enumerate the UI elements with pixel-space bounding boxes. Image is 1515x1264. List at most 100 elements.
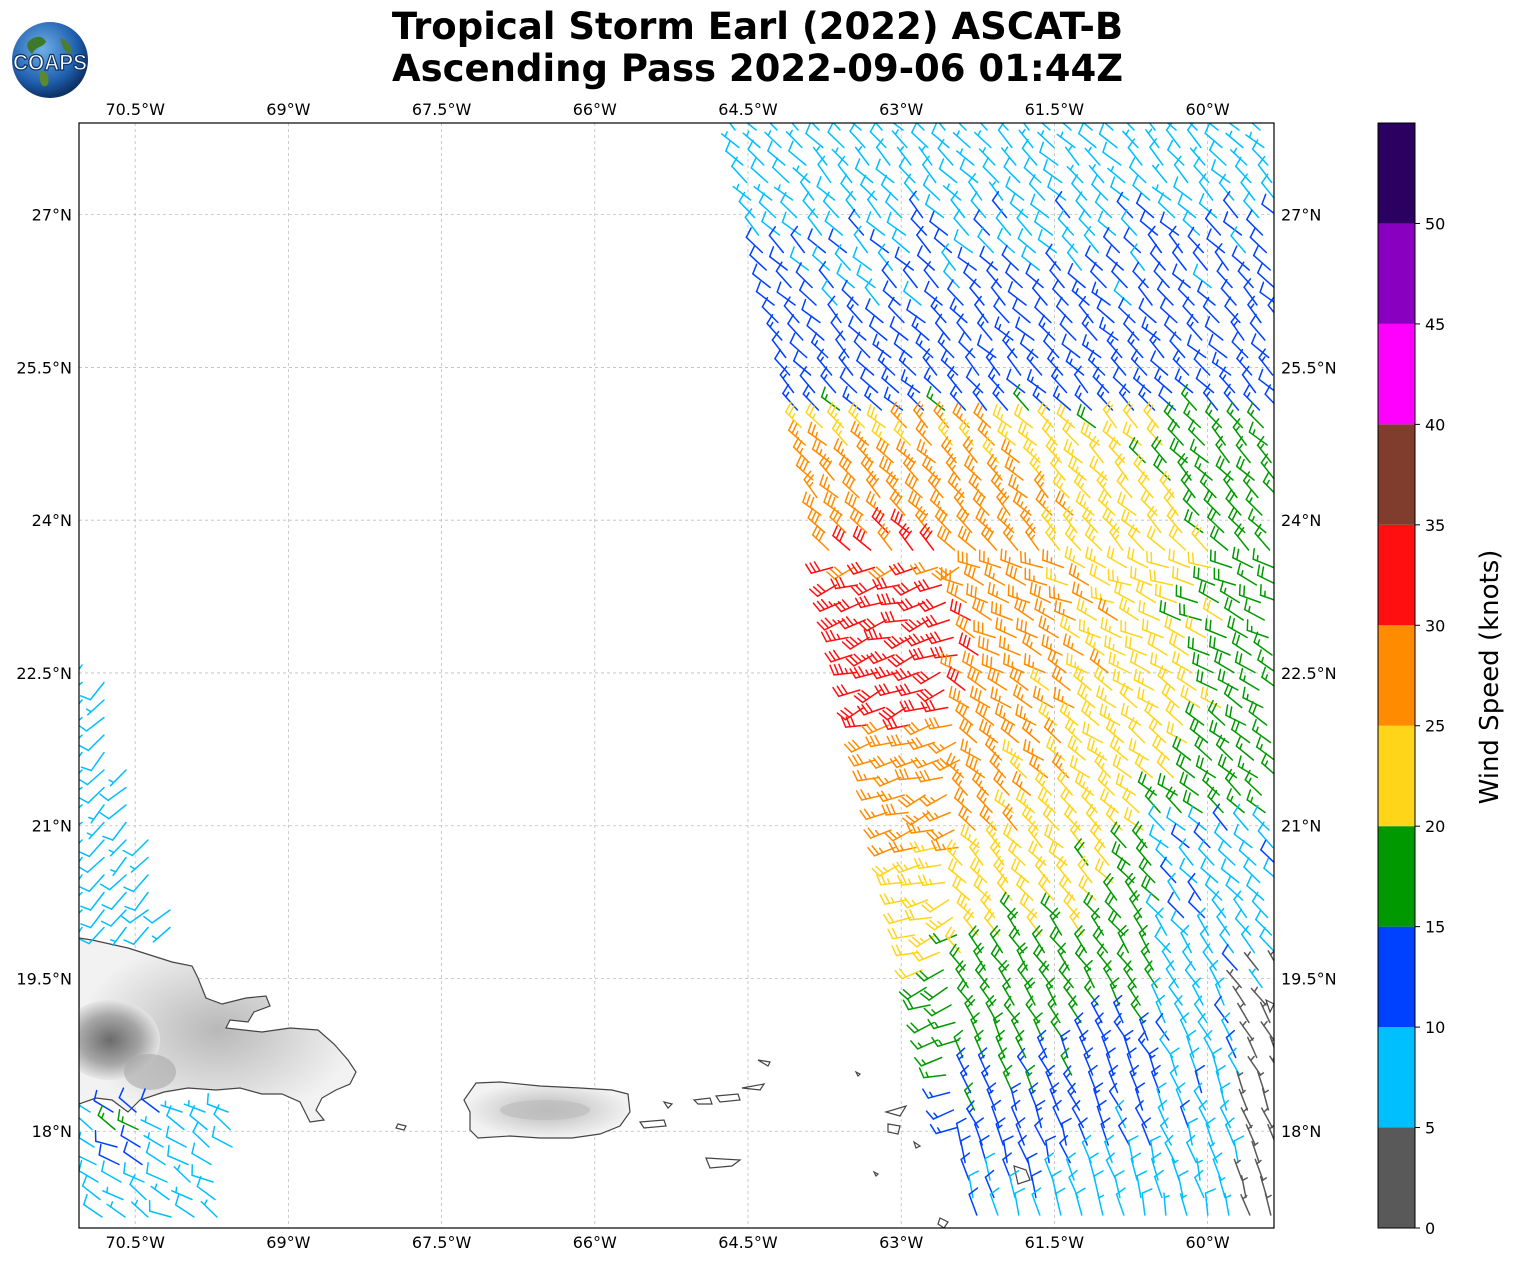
wind-barb <box>959 1135 971 1164</box>
wind-barb <box>968 1170 979 1199</box>
wind-barb <box>1007 584 1031 604</box>
wind-barb <box>972 489 990 516</box>
wind-barb <box>1083 891 1101 919</box>
colorbar-tick-label: 25 <box>1425 717 1445 736</box>
wind-barb <box>1038 960 1053 989</box>
wind-barb <box>1061 226 1079 254</box>
wind-barb <box>1108 651 1130 674</box>
wind-barb <box>832 525 851 551</box>
wind-barb <box>1083 1047 1094 1076</box>
wind-barb <box>1214 822 1232 849</box>
wind-barb <box>1149 569 1174 586</box>
wind-barb <box>101 1160 122 1183</box>
wind-barb <box>1122 400 1139 429</box>
wind-barb <box>1038 1047 1052 1076</box>
wind-barb <box>1057 209 1075 236</box>
wind-barb <box>1193 822 1211 849</box>
wind-barb <box>1046 736 1066 761</box>
wind-barb <box>982 156 1000 184</box>
landmasses <box>79 937 1274 1228</box>
wind-barb <box>1203 489 1221 516</box>
wind-barb <box>990 601 1013 621</box>
wind-barb <box>1074 943 1091 971</box>
wind-barb <box>830 313 846 341</box>
wind-barb <box>1035 769 1052 796</box>
wind-barb <box>1038 701 1058 726</box>
wind-barb <box>1159 600 1181 621</box>
wind-barb <box>1025 995 1040 1024</box>
wind-barb <box>865 490 885 516</box>
wind-barb <box>1151 184 1172 201</box>
wind-barb <box>1247 1055 1262 1076</box>
wind-barb <box>1101 1029 1112 1059</box>
wind-barb <box>108 839 127 857</box>
wind-barb <box>1144 960 1158 989</box>
wind-barb <box>918 145 933 166</box>
colorbar-bin <box>1378 223 1415 324</box>
wind-barb <box>1257 649 1274 673</box>
wind-barb <box>956 1047 968 1076</box>
wind-barb <box>1165 699 1184 726</box>
wind-barb <box>1001 244 1019 271</box>
wind-barb <box>206 1092 229 1113</box>
wind-barb <box>1163 401 1181 429</box>
wind-barb <box>995 208 1012 236</box>
wind-barb <box>1058 961 1074 989</box>
wind-barb <box>1241 365 1257 394</box>
wind-barb <box>1171 1158 1180 1181</box>
wind-barb <box>1252 547 1274 569</box>
wind-barb <box>1047 995 1061 1024</box>
lon-label-bottom: 64.5°W <box>718 1233 778 1252</box>
wind-barb <box>1161 682 1180 709</box>
wind-barb <box>94 1130 118 1148</box>
wind-barb <box>1044 824 1064 849</box>
wind-barb <box>1204 123 1223 149</box>
wind-barb <box>745 227 764 254</box>
wind-barb <box>827 123 845 149</box>
wind-barb <box>1130 1152 1141 1181</box>
wind-barb <box>942 183 962 201</box>
wind-barb <box>885 471 902 499</box>
wind-barb <box>1167 872 1181 901</box>
wind-barb <box>977 1047 989 1076</box>
wind-barb <box>79 751 83 758</box>
wind-barb <box>1247 295 1262 324</box>
wind-barb <box>911 123 929 149</box>
wind-barb <box>1163 1192 1170 1216</box>
wind-barb <box>1064 545 1086 569</box>
wind-barb <box>1195 755 1217 779</box>
wind-barb <box>123 874 149 893</box>
wind-barb <box>1214 995 1229 1024</box>
wind-barb <box>1170 909 1189 936</box>
wind-barb <box>79 699 83 705</box>
wind-barb <box>977 313 993 341</box>
wind-barb <box>1109 735 1129 761</box>
wind-barb <box>838 454 856 481</box>
wind-barb <box>1240 1194 1251 1216</box>
wind-barb <box>991 1099 1002 1129</box>
wind-barb <box>1231 245 1250 271</box>
wind-barb <box>956 506 973 534</box>
colorbar-tick-label: 30 <box>1425 616 1445 635</box>
wind-barb <box>1135 1100 1148 1129</box>
wind-barb <box>129 856 149 873</box>
wind-barb <box>989 751 1007 779</box>
wind-barb <box>1129 890 1143 919</box>
wind-barb <box>979 123 988 131</box>
wind-barb <box>959 717 978 744</box>
wind-barb <box>1014 596 1034 621</box>
wind-barb <box>1156 752 1175 779</box>
wind-barb <box>1065 350 1085 376</box>
wind-barb <box>925 631 954 645</box>
wind-barb <box>812 245 830 271</box>
wind-barb <box>995 702 1016 726</box>
wind-barb <box>1016 617 1038 639</box>
wind-barb <box>1223 470 1238 499</box>
wind-barb <box>910 757 940 769</box>
wind-barb <box>1173 176 1193 201</box>
wind-barb <box>1226 401 1244 429</box>
wind-barb <box>1083 959 1095 989</box>
wind-barb <box>1187 805 1207 831</box>
wind-barb <box>121 909 149 924</box>
wind-barb <box>1215 734 1234 761</box>
